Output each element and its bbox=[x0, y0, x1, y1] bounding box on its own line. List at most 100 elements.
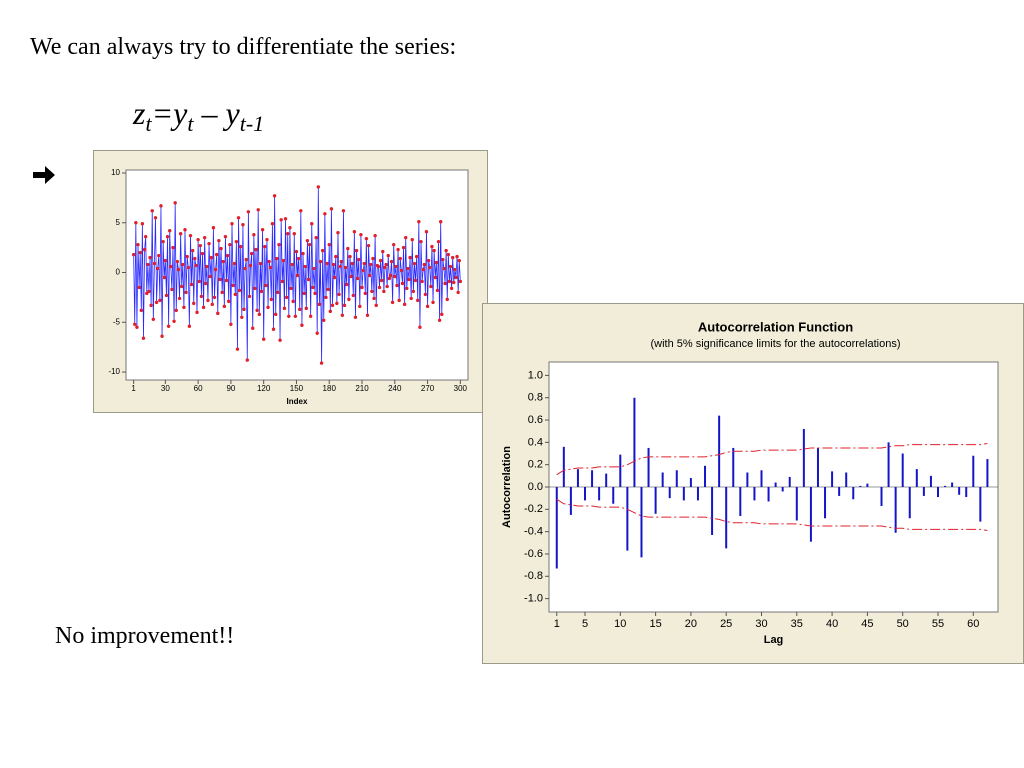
data-point bbox=[386, 253, 390, 258]
data-point bbox=[445, 297, 449, 302]
data-point bbox=[136, 242, 140, 247]
data-point bbox=[228, 242, 232, 247]
data-point bbox=[174, 308, 178, 313]
data-point bbox=[232, 261, 236, 266]
data-point bbox=[265, 237, 269, 242]
data-point bbox=[314, 235, 318, 240]
data-point bbox=[270, 222, 275, 226]
y-tick-label: -0.6 bbox=[524, 548, 543, 560]
data-point bbox=[370, 289, 374, 294]
y-tick-label: -0.4 bbox=[524, 526, 543, 538]
x-axis-label: Index bbox=[287, 397, 308, 406]
data-point bbox=[352, 230, 357, 234]
data-point bbox=[263, 244, 267, 249]
data-point bbox=[441, 257, 445, 262]
data-point bbox=[358, 304, 362, 309]
data-point bbox=[446, 252, 451, 257]
data-point bbox=[438, 220, 443, 224]
data-point bbox=[225, 253, 230, 258]
data-point bbox=[257, 312, 262, 317]
data-point bbox=[342, 303, 347, 308]
data-point bbox=[164, 293, 169, 298]
data-point bbox=[217, 238, 221, 243]
y-tick-label: 1.0 bbox=[528, 369, 543, 381]
data-point bbox=[431, 300, 435, 305]
data-point bbox=[166, 324, 171, 328]
y-tick-label: -0.8 bbox=[524, 570, 543, 582]
data-point bbox=[457, 258, 461, 263]
data-point bbox=[295, 273, 300, 278]
y-tick-label: 0.0 bbox=[528, 481, 543, 493]
data-point bbox=[311, 285, 315, 290]
data-point bbox=[383, 265, 387, 270]
data-point bbox=[187, 324, 192, 328]
data-point bbox=[335, 301, 339, 306]
x-tick-label: 60 bbox=[194, 384, 203, 393]
data-point bbox=[341, 209, 346, 213]
data-point bbox=[207, 241, 211, 246]
data-point bbox=[202, 235, 207, 240]
data-point bbox=[222, 304, 227, 309]
data-point bbox=[382, 289, 386, 294]
data-point bbox=[373, 233, 377, 238]
data-point bbox=[255, 308, 259, 313]
data-point bbox=[280, 279, 284, 284]
data-point bbox=[239, 244, 243, 249]
formula: zt=yt – yt-1 bbox=[132, 95, 264, 136]
data-point bbox=[268, 265, 272, 270]
data-point bbox=[331, 262, 336, 267]
data-point bbox=[131, 252, 136, 257]
data-point bbox=[247, 294, 252, 299]
significance-limit bbox=[556, 442, 988, 476]
data-point bbox=[300, 323, 304, 327]
data-point bbox=[340, 313, 345, 318]
data-point bbox=[252, 232, 256, 237]
data-point bbox=[434, 260, 439, 265]
data-point bbox=[419, 239, 423, 244]
data-point bbox=[444, 248, 448, 253]
data-point bbox=[355, 276, 360, 281]
data-point bbox=[345, 282, 349, 287]
data-point bbox=[236, 216, 241, 220]
data-point bbox=[172, 319, 176, 323]
data-point bbox=[248, 263, 253, 268]
data-point bbox=[435, 288, 440, 293]
data-point bbox=[154, 300, 159, 305]
data-point bbox=[411, 289, 416, 294]
data-point bbox=[282, 306, 287, 311]
data-point bbox=[322, 318, 326, 322]
data-point bbox=[376, 264, 381, 269]
data-point bbox=[348, 254, 352, 259]
data-point bbox=[363, 291, 367, 296]
data-point bbox=[150, 209, 154, 213]
data-point bbox=[306, 277, 311, 282]
data-point bbox=[219, 246, 223, 251]
data-point bbox=[455, 254, 459, 259]
data-point bbox=[168, 229, 172, 233]
data-point bbox=[245, 358, 249, 362]
data-point bbox=[304, 306, 308, 311]
data-point bbox=[281, 258, 286, 263]
data-point bbox=[395, 283, 399, 288]
data-point bbox=[456, 290, 460, 295]
data-point bbox=[214, 252, 219, 257]
data-point bbox=[346, 246, 350, 251]
data-point bbox=[381, 249, 385, 254]
data-point bbox=[254, 247, 258, 252]
data-point bbox=[429, 284, 433, 289]
data-point bbox=[354, 248, 359, 253]
data-point bbox=[221, 259, 225, 264]
data-point bbox=[328, 309, 333, 314]
data-point bbox=[420, 279, 424, 284]
arrow-icon bbox=[33, 166, 55, 184]
data-point bbox=[186, 265, 190, 270]
x-tick-label: 30 bbox=[161, 384, 170, 393]
data-point bbox=[278, 338, 282, 342]
data-point bbox=[440, 312, 444, 317]
data-point bbox=[315, 331, 319, 335]
x-tick-label: 25 bbox=[720, 618, 732, 630]
data-point bbox=[349, 274, 353, 279]
data-point bbox=[414, 254, 419, 259]
data-point bbox=[449, 286, 454, 291]
data-point bbox=[251, 326, 255, 330]
